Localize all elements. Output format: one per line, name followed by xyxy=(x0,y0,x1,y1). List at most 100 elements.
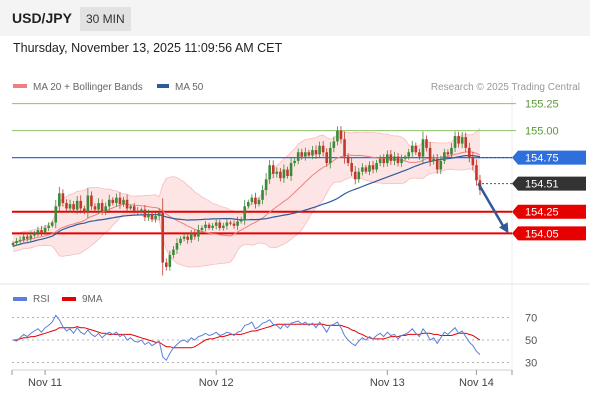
candle-body xyxy=(446,152,450,155)
candle-body xyxy=(254,197,257,205)
candle-body xyxy=(257,199,261,205)
candle-body xyxy=(353,171,357,180)
candle-body xyxy=(161,212,165,263)
candle-body xyxy=(396,156,400,164)
candle-body xyxy=(47,225,50,228)
legend-label-ma50: MA 50 xyxy=(175,82,204,93)
candle-body xyxy=(289,163,293,177)
candle-body xyxy=(97,203,100,210)
x-tick-label: Nov 11 xyxy=(28,377,62,389)
rsi-tick-30: 30 xyxy=(525,357,537,369)
candle-body xyxy=(54,206,58,223)
candle-body xyxy=(389,154,393,161)
candle-body xyxy=(43,227,47,233)
candle-body xyxy=(450,147,453,155)
candle-body xyxy=(314,150,318,155)
candle-body xyxy=(104,206,107,212)
candle-body xyxy=(172,249,175,255)
candle-body xyxy=(425,139,428,148)
candle-body xyxy=(175,243,179,250)
candle-body xyxy=(225,222,229,226)
candle-body xyxy=(475,165,478,181)
candle-body xyxy=(79,200,83,209)
level-labels: 155.25 155.00 154.75 154.51 154.25 154.05 xyxy=(512,99,586,241)
candle-body xyxy=(311,150,314,156)
candle-body xyxy=(129,206,132,209)
candle-body xyxy=(343,139,346,157)
candle-body xyxy=(403,156,407,159)
source-credit: Research © 2025 Trading Central xyxy=(431,82,580,93)
candle-body xyxy=(457,136,460,144)
candle-body xyxy=(122,199,125,205)
candle-body xyxy=(197,230,200,237)
candle-body xyxy=(261,190,264,200)
candle-body xyxy=(418,152,421,157)
candle-body xyxy=(368,165,371,172)
candle-body xyxy=(414,145,418,153)
candle-body xyxy=(222,225,225,228)
candle-body xyxy=(207,224,211,228)
candle-body xyxy=(229,222,232,224)
candle-body xyxy=(435,158,439,170)
candle-body xyxy=(82,208,86,212)
level-tag-154.25 xyxy=(512,204,586,219)
x-tick-label: Nov 12 xyxy=(199,377,234,389)
candle-body xyxy=(107,199,111,207)
level-label-155.00: 155.00 xyxy=(525,126,559,138)
candle-body xyxy=(410,145,414,153)
candle-body xyxy=(468,147,471,158)
candle-body xyxy=(186,236,189,240)
candle-body xyxy=(350,163,353,172)
candle-body xyxy=(407,152,411,157)
level-label-155.25: 155.25 xyxy=(525,99,559,111)
candle-body xyxy=(115,197,118,204)
candle-body xyxy=(443,152,446,161)
candle-body xyxy=(132,206,136,211)
legend-swatch-rsi xyxy=(13,297,27,301)
candle-body xyxy=(243,206,247,220)
candle-body xyxy=(15,240,18,244)
candle-body xyxy=(211,225,214,228)
candle-body xyxy=(40,230,43,233)
candle-body xyxy=(204,224,207,228)
forecast-arrow xyxy=(477,182,509,234)
level-label-154.05: 154.05 xyxy=(525,228,559,240)
bollinger-upper-line xyxy=(12,128,481,235)
candle-body xyxy=(332,141,336,148)
candle-body xyxy=(25,236,29,239)
legend-label-rsi-ma: 9MA xyxy=(82,294,103,305)
rsi-ma-line xyxy=(13,323,481,349)
candle-body xyxy=(147,213,150,218)
candle-body xyxy=(364,167,368,172)
candle-body xyxy=(189,233,193,240)
level-label-154.51: 154.51 xyxy=(525,179,559,191)
legend-swatch-rsi-ma xyxy=(62,297,76,301)
candle-body xyxy=(218,222,222,228)
candle-body xyxy=(86,195,90,212)
candle-body xyxy=(239,219,243,222)
candle-body xyxy=(214,222,218,226)
candle-body xyxy=(296,152,300,161)
candle-body xyxy=(90,195,93,207)
candle-body xyxy=(232,223,236,226)
candle-body xyxy=(246,201,250,207)
candle-body xyxy=(65,203,68,209)
candle-body xyxy=(179,238,182,244)
candle-body xyxy=(439,160,443,170)
bollinger-bands xyxy=(12,128,481,268)
candle-body xyxy=(93,206,97,210)
candle-body xyxy=(193,233,197,237)
ma50-line xyxy=(12,154,481,247)
candle-body xyxy=(357,171,361,180)
legend-label-rsi: RSI xyxy=(33,294,50,305)
candle-body xyxy=(432,158,435,161)
chart-datetime: Thursday, November 13, 2025 11:09:56 AM … xyxy=(13,41,283,55)
level-label-154.75: 154.75 xyxy=(525,153,559,165)
candle-body xyxy=(460,137,464,144)
candle-body xyxy=(100,203,104,212)
forecast-arrow-shaft xyxy=(477,182,506,229)
timeframe-badge[interactable]: 30 MIN xyxy=(80,7,131,31)
candle-body xyxy=(250,197,254,202)
candle-body xyxy=(136,210,140,212)
